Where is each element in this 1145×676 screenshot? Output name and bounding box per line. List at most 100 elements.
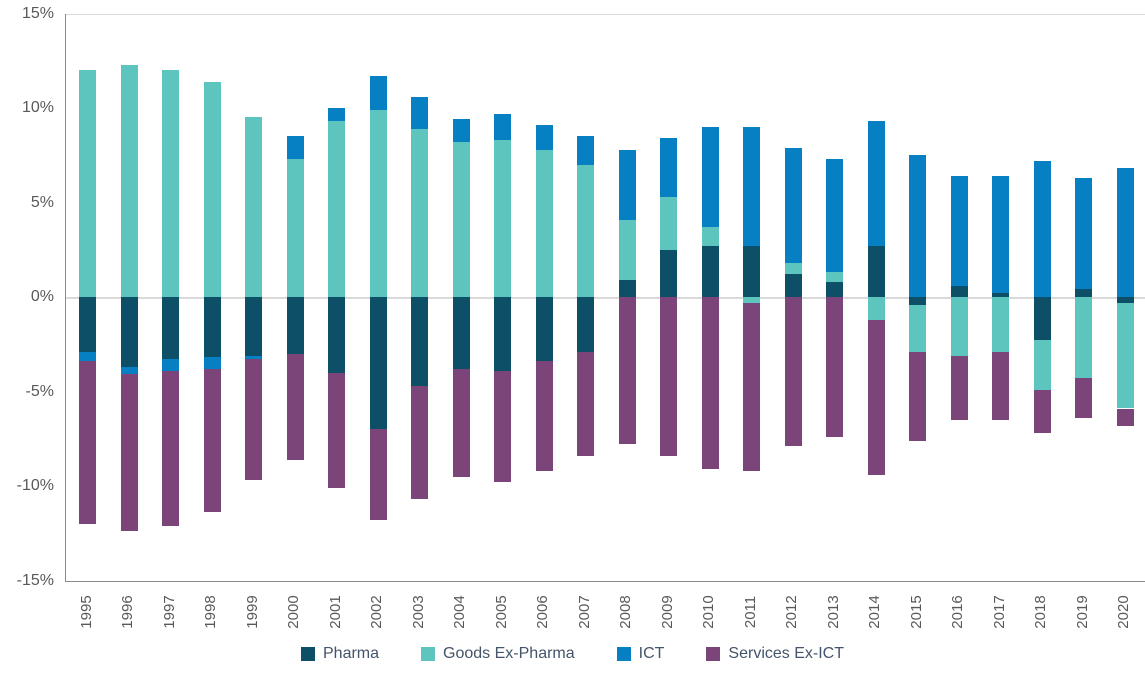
bar-segment-services-ex-ict-2006	[535, 361, 553, 471]
bar-segment-goods-ex-pharma-2002	[369, 109, 387, 297]
x-axis-year-label: 2001	[326, 595, 344, 629]
bar-segment-pharma-2001	[328, 297, 345, 373]
x-axis-year-label: 2010	[700, 595, 717, 629]
bar-segment-pharma-2002	[369, 297, 387, 430]
bar-segment-goods-ex-pharma-2000	[286, 159, 304, 297]
bar-segment-goods-ex-pharma-2017	[992, 297, 1009, 352]
x-axis-year-label: 2016	[949, 595, 966, 629]
bar-segment-services-ex-ict-2013	[826, 297, 843, 437]
x-axis-year-label: 1998	[202, 595, 219, 629]
bar-segment-pharma-2010	[701, 245, 719, 297]
bar-segment-ict-2015	[909, 155, 926, 297]
bar-segment-goods-ex-pharma-2020	[1116, 302, 1134, 409]
x-axis-year-label: 2003	[409, 595, 427, 629]
plot-area	[65, 14, 1145, 582]
bar-segment-pharma-2011	[743, 245, 760, 297]
legend-item-pharma: Pharma	[301, 645, 379, 663]
x-axis-year-label: 2007	[575, 595, 593, 629]
bar-segment-pharma-1999	[245, 297, 262, 356]
legend-swatch-services-ex-ict	[706, 647, 721, 661]
bar-segment-pharma-2007	[577, 297, 594, 352]
legend-label: Services Ex-ICT	[728, 645, 844, 662]
bar-segment-pharma-1995	[79, 297, 96, 352]
bar-segment-ict-2006	[535, 125, 553, 150]
bar-segment-goods-ex-pharma-2012	[784, 262, 802, 275]
bar-segment-services-ex-ict-2008	[618, 297, 636, 445]
bar-segment-goods-ex-pharma-1996	[120, 64, 138, 297]
bar-segment-services-ex-ict-1998	[203, 368, 221, 513]
bar-segment-services-ex-ict-2019	[1075, 378, 1092, 418]
bar-segment-pharma-2000	[286, 297, 304, 354]
bar-segment-pharma-2017	[992, 293, 1009, 297]
x-axis-year-label: 1995	[77, 595, 95, 629]
legend-swatch-ict	[616, 647, 631, 661]
bar-segment-ict-2005	[494, 113, 511, 141]
bar-segment-goods-ex-pharma-2018	[1033, 340, 1051, 390]
legend-item-goods-ex-pharma: Goods Ex-Pharma	[421, 645, 575, 663]
x-axis-year-label: 2015	[907, 595, 925, 629]
bar-segment-goods-ex-pharma-2014	[867, 297, 885, 320]
bar-segment-ict-2017	[992, 176, 1009, 294]
legend-swatch-pharma	[301, 647, 315, 661]
legend-item-ict: ICT	[616, 645, 664, 663]
bar-segment-goods-ex-pharma-2003	[411, 128, 428, 297]
bar-segment-services-ex-ict-2001	[328, 372, 345, 488]
bar-segment-services-ex-ict-1995	[79, 361, 96, 524]
x-axis-year-label: 2012	[783, 595, 800, 629]
legend-item-services-ex-ict: Services Ex-ICT	[706, 645, 844, 663]
x-axis-year-label: 2002	[368, 595, 385, 629]
bar-segment-ict-2011	[743, 126, 760, 246]
bar-segment-pharma-2012	[784, 274, 802, 297]
bar-segment-goods-ex-pharma-2013	[826, 272, 843, 282]
bar-segment-services-ex-ict-2007	[577, 351, 594, 456]
bar-segment-services-ex-ict-2002	[369, 429, 387, 521]
x-axis-year-label: 2018	[1032, 595, 1049, 629]
bar-segment-ict-2007	[577, 136, 594, 165]
top-gridline	[66, 14, 1145, 15]
x-axis-year-label: 2020	[1115, 595, 1132, 629]
x-axis-year-label: 2014	[866, 595, 883, 629]
zero-gridline	[66, 297, 1145, 299]
bar-segment-pharma-2020	[1116, 297, 1134, 303]
x-axis-year-label: 2013	[824, 595, 842, 629]
x-axis-year-label: 2017	[990, 595, 1008, 629]
bar-segment-pharma-2018	[1033, 297, 1051, 341]
bar-segment-ict-2014	[867, 121, 885, 246]
bar-segment-ict-2000	[286, 136, 304, 160]
bar-segment-pharma-1998	[203, 297, 221, 358]
bar-segment-ict-2002	[369, 75, 387, 110]
bar-segment-ict-1997	[162, 359, 179, 371]
bar-segment-services-ex-ict-2000	[286, 353, 304, 460]
bar-segment-ict-2001	[328, 108, 345, 122]
x-axis-year-label: 2009	[658, 595, 676, 629]
bar-segment-pharma-2015	[909, 297, 926, 305]
bar-segment-ict-2012	[784, 147, 802, 263]
bar-segment-services-ex-ict-2004	[452, 368, 470, 477]
bar-segment-goods-ex-pharma-1997	[162, 70, 179, 297]
bar-segment-ict-1999	[245, 355, 262, 360]
bar-segment-ict-2018	[1033, 160, 1051, 297]
bar-segment-pharma-2014	[867, 245, 885, 297]
x-axis-year-label: 2019	[1073, 595, 1091, 629]
bar-segment-services-ex-ict-1999	[245, 359, 262, 481]
bar-segment-ict-2010	[701, 126, 719, 228]
bar-segment-services-ex-ict-2017	[992, 351, 1009, 420]
bar-segment-ict-2009	[660, 138, 677, 197]
bar-segment-ict-2020	[1116, 168, 1134, 297]
legend-swatch-goods-ex-pharma	[421, 647, 436, 661]
bar-segment-goods-ex-pharma-2004	[452, 142, 470, 297]
bar-segment-services-ex-ict-2015	[909, 351, 926, 441]
bar-segment-services-ex-ict-2016	[950, 355, 968, 420]
bar-segment-goods-ex-pharma-2005	[494, 140, 511, 297]
bar-segment-pharma-2004	[452, 297, 470, 369]
x-axis-year-label: 1997	[160, 595, 178, 629]
bar-segment-services-ex-ict-2009	[660, 297, 677, 456]
y-axis-tick-label: 5%	[30, 193, 54, 211]
bar-segment-goods-ex-pharma-2009	[660, 196, 677, 250]
bar-segment-goods-ex-pharma-2015	[909, 304, 926, 352]
bar-segment-services-ex-ict-2014	[867, 319, 885, 475]
x-axis-year-label: 2011	[741, 595, 759, 629]
x-axis-year-label: 1999	[243, 595, 261, 629]
bar-segment-services-ex-ict-2010	[701, 297, 719, 469]
